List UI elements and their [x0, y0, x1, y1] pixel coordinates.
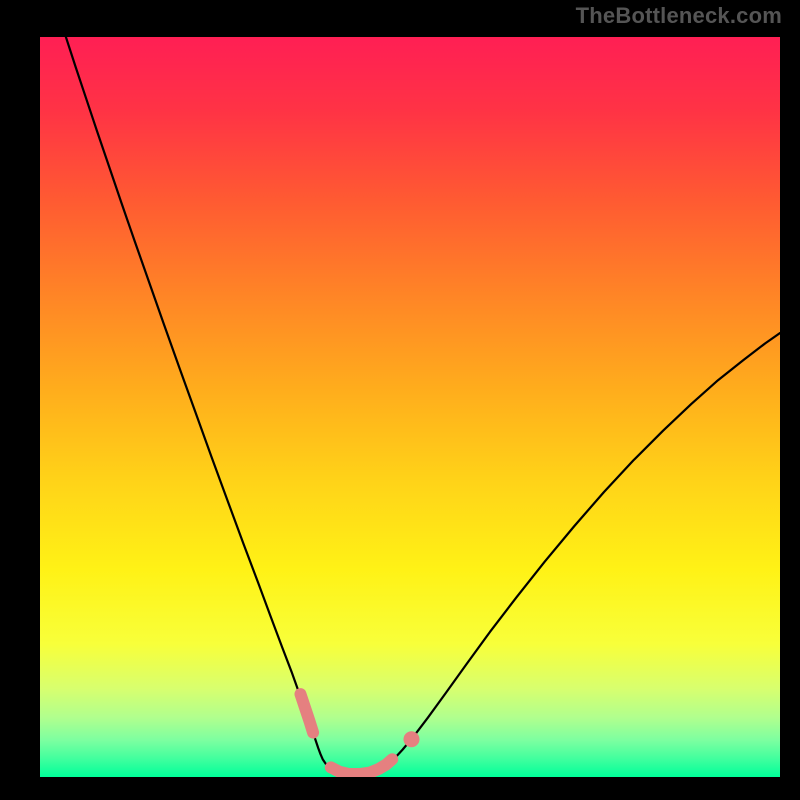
accent-dot-0	[403, 731, 419, 747]
plot-background	[40, 37, 780, 777]
attribution-label: TheBottleneck.com	[576, 3, 782, 29]
plot-frame	[38, 35, 778, 775]
chart-stage: TheBottleneck.com	[0, 0, 800, 800]
plot-svg	[40, 37, 780, 777]
